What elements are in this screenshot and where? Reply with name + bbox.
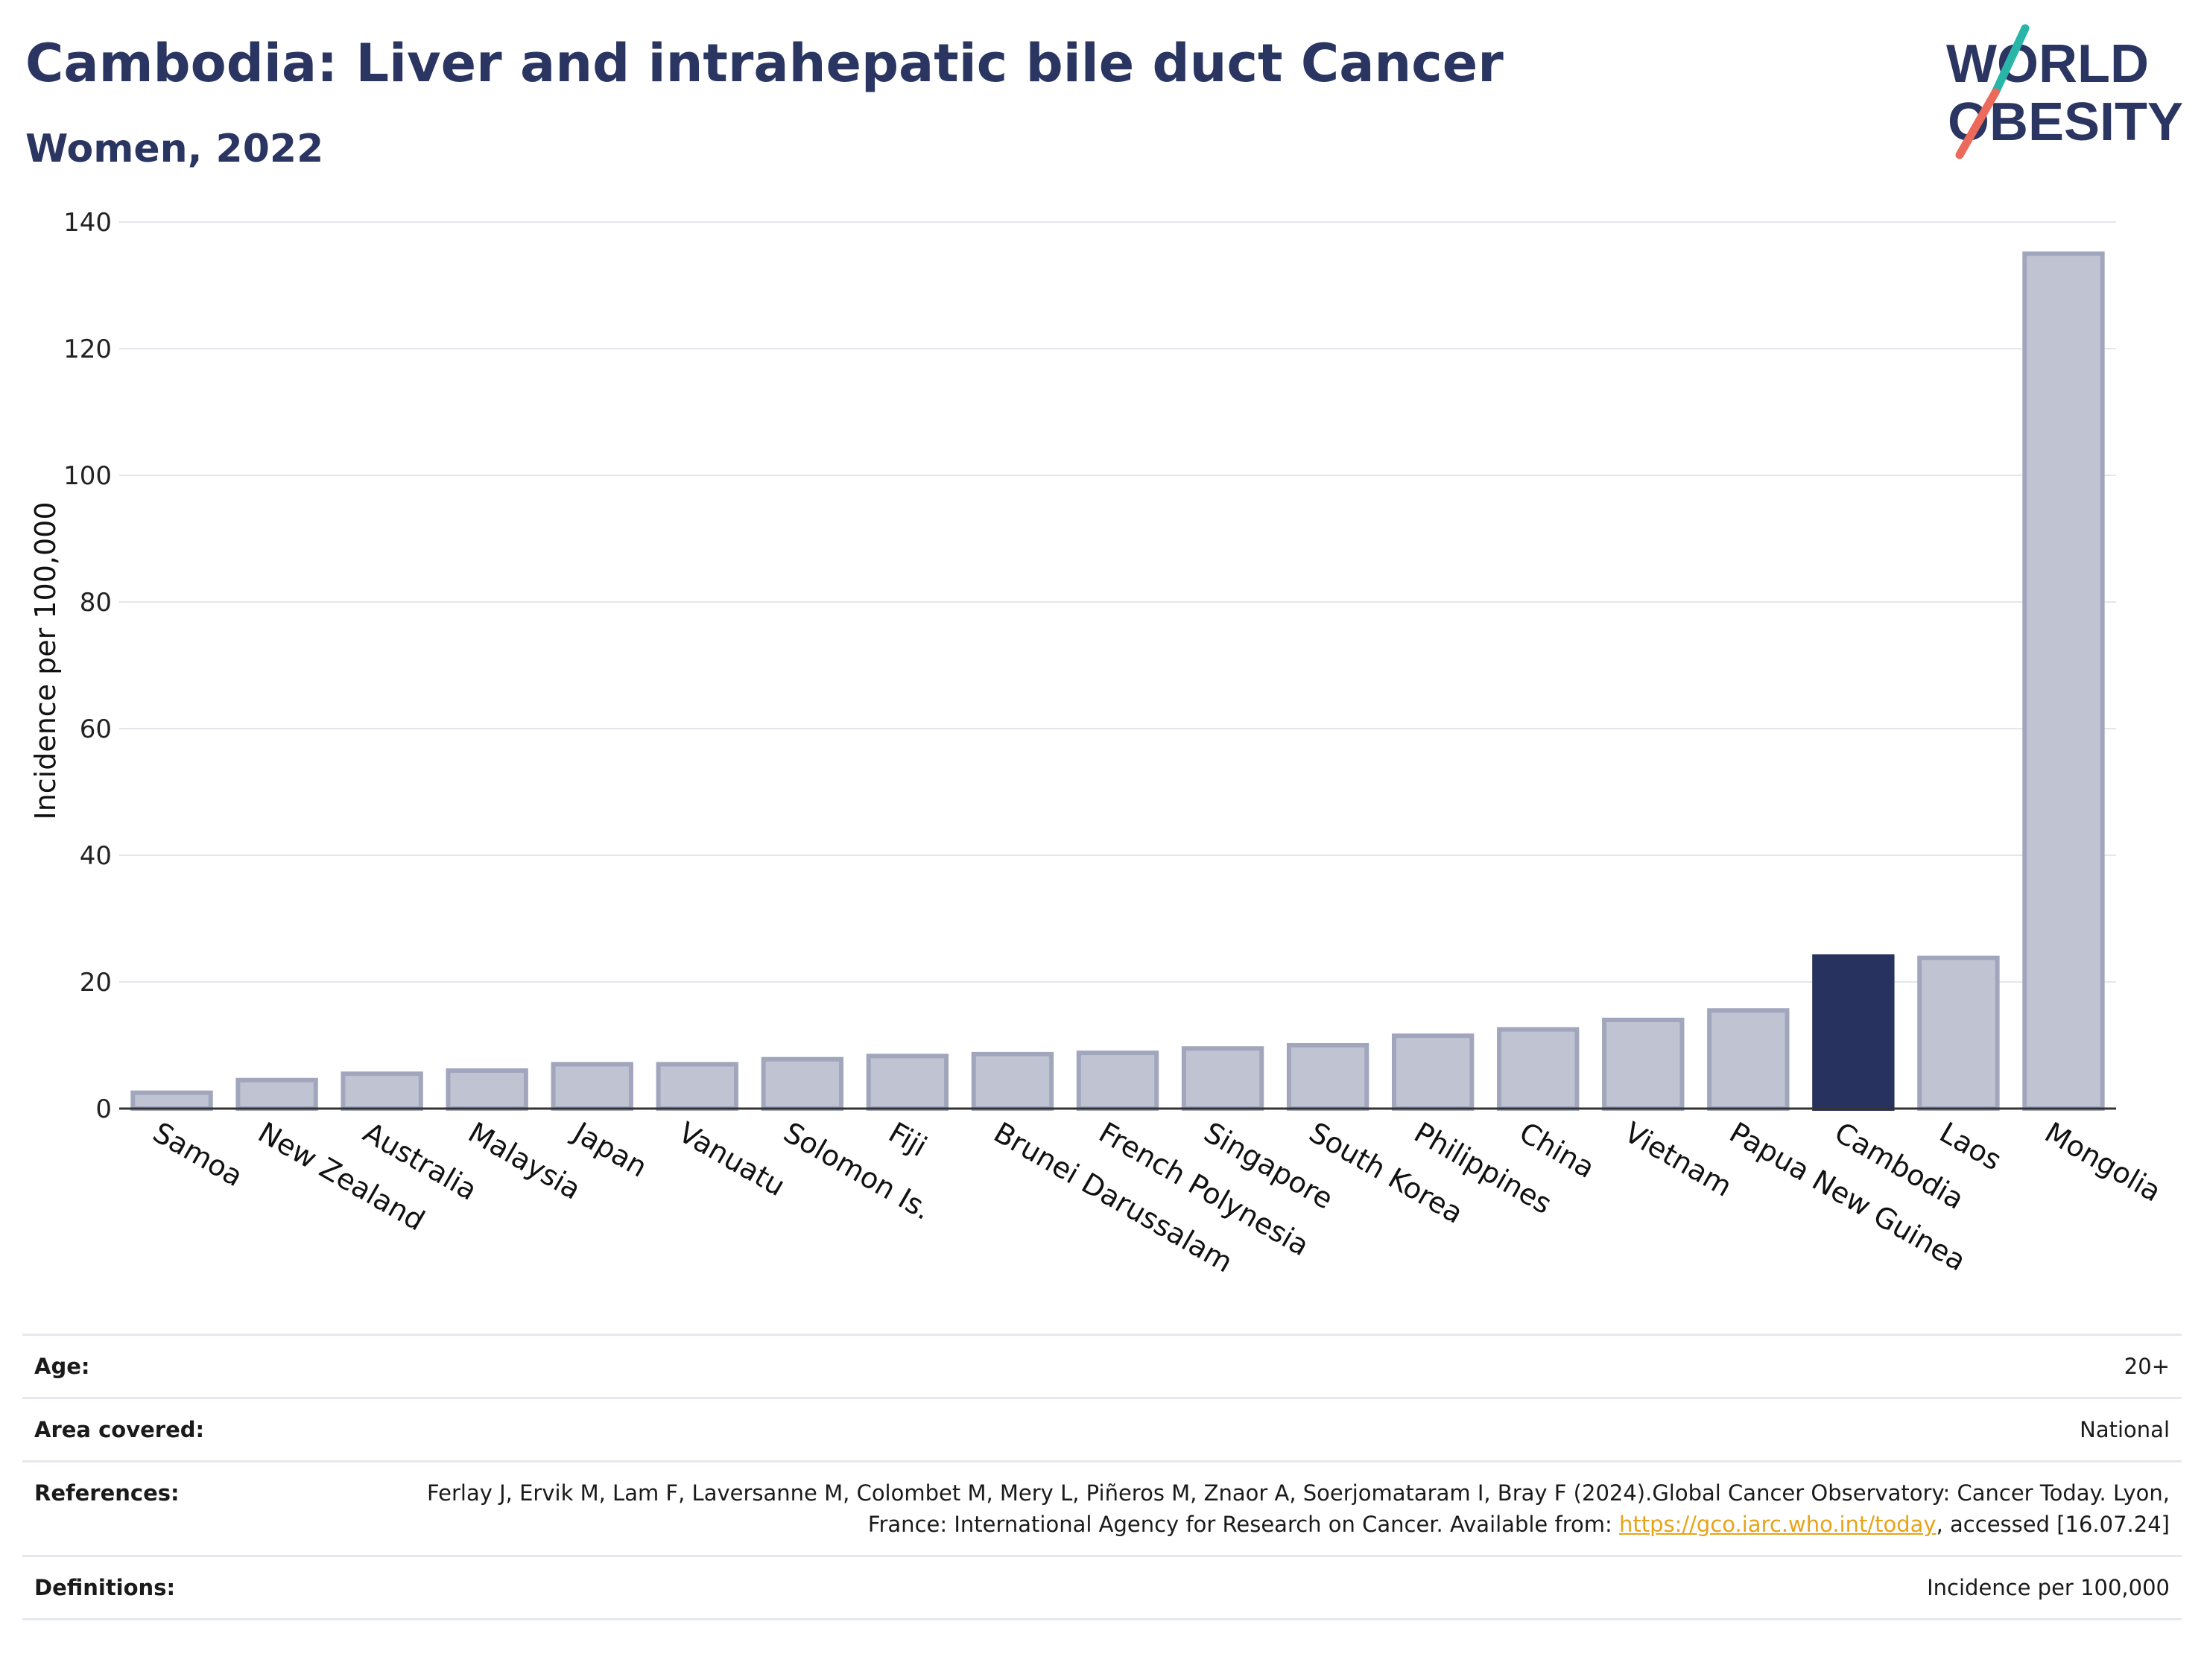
info-row-references: References: Ferlay J, Ervik M, Lam F, La… <box>22 1460 2182 1555</box>
info-row-age: Age: 20+ <box>22 1334 2182 1397</box>
x-tick-label: Mongolia <box>2039 1116 2167 1208</box>
references-value: Ferlay J, Ervik M, Lam F, Laversanne M, … <box>344 1477 2170 1540</box>
bar-vietnam <box>1602 1018 1685 1111</box>
logo-slash-coral <box>1955 88 2000 159</box>
bar-malaysia <box>446 1068 528 1111</box>
bar-cambodia <box>1812 954 1895 1111</box>
bar-french-polynesia <box>1076 1050 1159 1111</box>
bar-japan <box>551 1062 633 1111</box>
info-table: Age: 20+ Area covered: National Referenc… <box>22 1334 2182 1620</box>
chart-title: Cambodia: Liver and intrahepatic bile du… <box>25 33 1504 94</box>
age-label: Age: <box>34 1354 90 1379</box>
y-tick-label: 60 <box>80 714 112 744</box>
area-label: Area covered: <box>34 1417 205 1442</box>
bar-australia <box>341 1071 423 1111</box>
x-tick-label: Laos <box>1934 1116 2007 1177</box>
definitions-value: Incidence per 100,000 <box>1927 1575 2170 1600</box>
references-link[interactable]: https://gco.iarc.who.int/today <box>1618 1512 1937 1537</box>
y-axis-title: Incidence per 100,000 <box>29 501 62 820</box>
definitions-label: Definitions: <box>34 1575 176 1600</box>
x-tick-label: Vanuatu <box>673 1116 791 1202</box>
y-tick-label: 20 <box>80 968 112 998</box>
y-tick-label: 40 <box>80 841 112 871</box>
bars <box>130 251 2105 1112</box>
bar-solomon-is <box>761 1056 844 1111</box>
x-tick-label: Vietnam <box>1619 1116 1738 1203</box>
bar-vanuatu <box>656 1062 738 1111</box>
info-row-area: Area covered: National <box>22 1397 2182 1460</box>
bar-mongolia <box>2022 251 2105 1111</box>
bar-fiji <box>866 1053 949 1111</box>
bar-samoa <box>130 1090 213 1111</box>
bar-south-korea <box>1286 1043 1369 1111</box>
bar-papua-new-guinea <box>1707 1008 1790 1111</box>
y-tick-label: 120 <box>63 335 112 364</box>
logo-slash-teal <box>1991 24 2030 97</box>
y-tick-label: 80 <box>80 588 112 618</box>
y-tick-label: 100 <box>63 461 112 491</box>
y-tick-label: 0 <box>95 1094 112 1124</box>
y-tick-label: 140 <box>63 208 112 238</box>
logo-text-world: WORLD <box>1946 34 2149 94</box>
references-accessed: , accessed [16.07.24] <box>1936 1512 2170 1537</box>
age-value: 20+ <box>2124 1354 2170 1379</box>
grid-lines <box>119 221 2116 983</box>
bar-china <box>1497 1027 1580 1111</box>
bar-philippines <box>1391 1033 1475 1111</box>
bar-new-zealand <box>235 1077 318 1111</box>
bar-singapore <box>1181 1046 1264 1111</box>
x-tick-label: Samoa <box>148 1116 248 1194</box>
x-tick-label: Malaysia <box>463 1116 586 1206</box>
bar-chart: 0 20 40 60 80 100 120 140 Samoa New ZealandAustr… <box>29 208 2167 1279</box>
references-text: Ferlay J, Ervik M, Lam F, Laversanne M, … <box>427 1480 2170 1537</box>
bar-laos <box>1917 955 2000 1111</box>
world-obesity-logo: WORLD OBESITY <box>1946 24 2183 159</box>
x-tick-label: Fiji <box>883 1116 932 1163</box>
area-value: National <box>2080 1417 2170 1442</box>
info-row-definitions: Definitions: Incidence per 100,000 <box>22 1555 2182 1620</box>
bar-brunei-darussalam <box>971 1051 1054 1112</box>
references-label: References: <box>34 1480 180 1506</box>
chart-subtitle: Women, 2022 <box>25 127 324 171</box>
y-axis-ticks: 0 20 40 60 80 100 120 140 <box>63 208 112 1124</box>
